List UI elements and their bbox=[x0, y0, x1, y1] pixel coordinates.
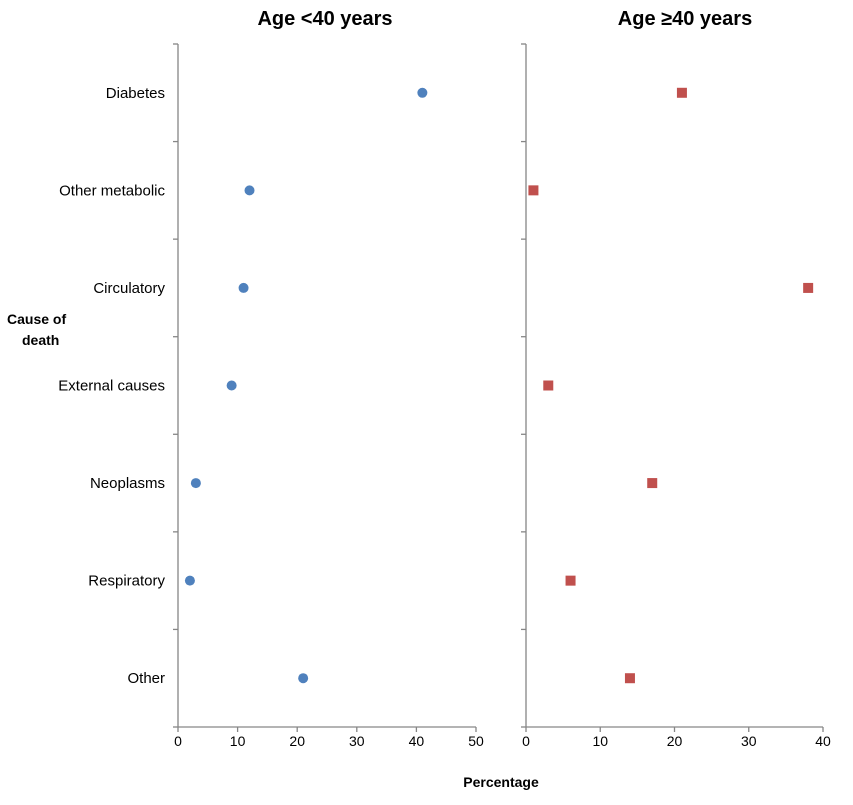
panel-title: Age ≥40 years bbox=[618, 8, 752, 30]
y-axis-title-line-2: death bbox=[22, 332, 59, 348]
data-point-circle bbox=[184, 575, 195, 586]
data-point-square bbox=[647, 478, 658, 489]
data-point-circle bbox=[298, 673, 309, 684]
x-tick-label: 30 bbox=[741, 733, 757, 749]
data-point-circle bbox=[226, 380, 237, 391]
category-label: External causes bbox=[58, 378, 165, 395]
x-tick-label: 0 bbox=[522, 733, 530, 749]
category-label: Other metabolic bbox=[59, 182, 165, 199]
data-point-square bbox=[565, 575, 576, 586]
x-tick-label: 50 bbox=[468, 733, 484, 749]
x-tick-label: 40 bbox=[409, 733, 425, 749]
x-tick-label: 30 bbox=[349, 733, 365, 749]
category-label: Neoplasms bbox=[90, 475, 165, 492]
data-point-square bbox=[676, 87, 687, 98]
x-axis-title: Percentage bbox=[463, 774, 539, 790]
x-tick-label: 40 bbox=[815, 733, 831, 749]
x-tick-label: 20 bbox=[667, 733, 683, 749]
data-point-circle bbox=[190, 478, 201, 489]
x-tick-label: 0 bbox=[174, 733, 182, 749]
data-point-square bbox=[543, 380, 554, 391]
x-tick-label: 20 bbox=[289, 733, 305, 749]
category-label: Circulatory bbox=[93, 280, 165, 297]
data-point-square bbox=[803, 282, 814, 293]
x-tick-label: 10 bbox=[592, 733, 608, 749]
category-label: Respiratory bbox=[88, 573, 165, 590]
x-tick-label: 10 bbox=[230, 733, 246, 749]
data-point-square bbox=[624, 673, 635, 684]
data-point-square bbox=[528, 185, 539, 196]
data-point-circle bbox=[417, 87, 428, 98]
category-label: Diabetes bbox=[106, 85, 165, 102]
category-label: Other bbox=[127, 670, 165, 687]
data-point-circle bbox=[238, 282, 249, 293]
panel-title: Age <40 years bbox=[257, 8, 392, 30]
data-point-circle bbox=[244, 185, 255, 196]
y-axis-title-line-1: Cause of bbox=[7, 311, 66, 327]
